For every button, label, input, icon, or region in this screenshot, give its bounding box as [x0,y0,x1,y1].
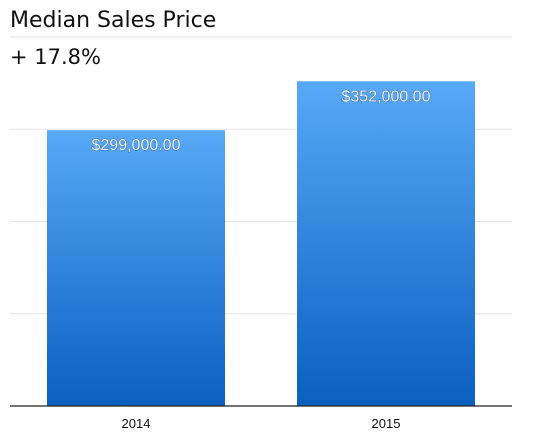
bar-2015 [297,81,475,406]
chart-subtitle: + 17.8% [10,45,101,69]
data-label-2014: $299,000.00 [92,137,181,154]
data-labels: $299,000.00 $352,000.00 [91,88,431,154]
bars [47,81,475,407]
x-tick-label-2014: 2014 [122,416,151,431]
chart-title: Median Sales Price [10,8,217,33]
x-tick-labels: 2014 2015 [122,416,401,431]
data-label-2015: $352,000.00 [342,88,431,105]
bar-2014 [47,130,225,407]
x-tick-label-2015: 2015 [372,416,401,431]
